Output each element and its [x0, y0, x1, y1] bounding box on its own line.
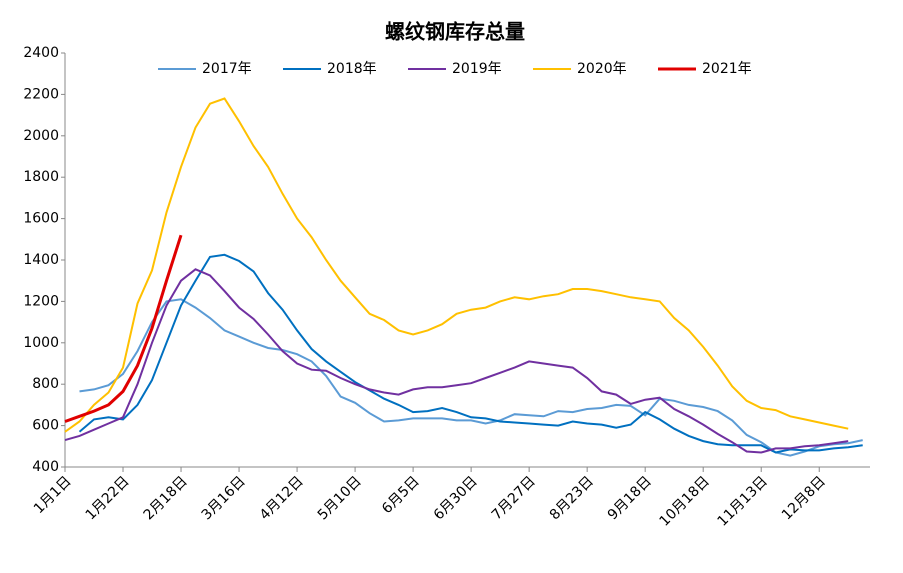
- legend-label: 2017年: [202, 61, 252, 77]
- x-tick-label: 6月30日: [431, 473, 481, 523]
- x-tick-label: 2月18日: [141, 473, 191, 523]
- y-tick-label: 400: [32, 459, 59, 475]
- series-line: [64, 97, 849, 433]
- x-tick-label: 9月18日: [605, 473, 655, 523]
- x-tick-label: 5月10日: [315, 473, 365, 523]
- x-tick-label: 11月13日: [715, 473, 771, 529]
- y-tick-label: 1800: [23, 169, 59, 185]
- y-tick-label: 1600: [23, 211, 59, 227]
- x-tick-label: 6月5日: [379, 473, 423, 517]
- legend-label: 2020年: [577, 61, 627, 77]
- y-tick-label: 1200: [23, 293, 59, 309]
- x-tick-label: 7月27日: [489, 473, 539, 523]
- y-tick-label: 600: [32, 418, 59, 434]
- y-tick-label: 1000: [23, 335, 59, 351]
- x-tick-label: 4月12日: [257, 473, 307, 523]
- y-tick-label: 800: [32, 376, 59, 392]
- x-tick-label: 12月8日: [779, 473, 829, 523]
- y-tick-label: 1400: [23, 252, 59, 268]
- y-tick-label: 2200: [23, 86, 59, 102]
- y-tick-label: 2000: [23, 128, 59, 144]
- legend-label: 2019年: [452, 61, 502, 77]
- series-line: [64, 234, 183, 423]
- series-line: [78, 253, 863, 454]
- x-tick-label: 8月23日: [547, 473, 597, 523]
- series-line: [64, 268, 849, 454]
- x-tick-label: 10月18日: [657, 473, 713, 529]
- chart-title: 螺纹钢库存总量: [385, 20, 525, 44]
- x-tick-label: 1月22日: [83, 473, 133, 523]
- x-tick-label: 1月1日: [31, 473, 75, 517]
- y-tick-label: 2400: [23, 45, 59, 61]
- legend-label: 2021年: [702, 61, 752, 77]
- series-line: [79, 298, 863, 457]
- legend-label: 2018年: [327, 61, 377, 77]
- x-tick-label: 3月16日: [199, 473, 249, 523]
